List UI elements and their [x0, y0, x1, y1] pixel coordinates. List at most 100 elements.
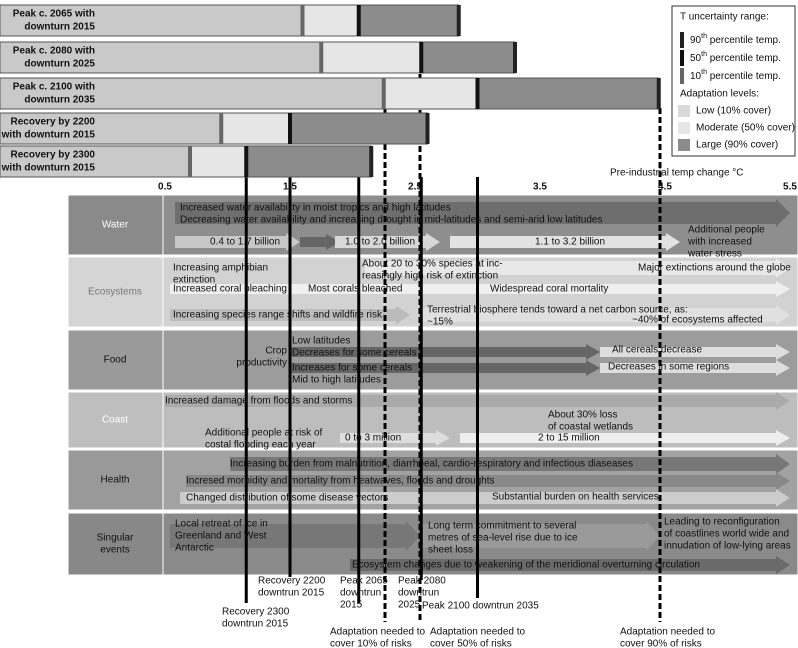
- sector-name: Health: [101, 475, 130, 486]
- sector-text: Increased damage from floods and storms: [165, 396, 352, 407]
- sector-text: Leading to reconfiguration: [664, 517, 780, 528]
- sector-text: 0.4 to 1.7 billion: [210, 237, 280, 248]
- sector-text: Increasing burden from malnutrition, dia…: [230, 459, 633, 470]
- sector-text: 0 to 3 million: [345, 433, 401, 444]
- bar-moderate: [383, 78, 478, 109]
- sector-text: Ecosystem changes due to weakening of th…: [352, 560, 700, 571]
- legend-text: 90th percentile temp.: [690, 33, 781, 46]
- bar-large: [477, 78, 659, 109]
- sector-text: 1.1 to 3.2 billion: [535, 237, 605, 248]
- sector-text: Major extinctions around the globe: [638, 263, 791, 274]
- bar-moderate: [221, 113, 290, 144]
- sector-text: Increasing amphibian: [173, 263, 268, 274]
- marker-label: Recovery 2300: [222, 607, 290, 618]
- arrow: [335, 233, 440, 251]
- bar-low: [0, 5, 303, 36]
- marker-label: cover 10% of risks: [330, 639, 412, 648]
- marker-label: Adaptation needed to: [330, 627, 426, 638]
- arrow: [175, 199, 790, 227]
- bar-moderate: [302, 5, 359, 36]
- arrow: [186, 472, 790, 490]
- axis-tick-label: 5.5: [783, 182, 797, 193]
- bar-large: [246, 146, 372, 177]
- sector-text: Low latitudes: [292, 336, 350, 347]
- bar-large: [290, 113, 428, 144]
- sector-text: Increased water availability in moist tr…: [180, 203, 451, 214]
- sector-name: Food: [104, 355, 127, 366]
- sector-label-box: [67, 194, 164, 256]
- sector-text: 2 to 15 million: [538, 433, 600, 444]
- bar-low: [0, 146, 190, 177]
- marker-label: Peak 2100 downtrun 2035: [422, 601, 539, 612]
- marker-label: downtrun 2015: [222, 619, 289, 630]
- legend-swatch: [678, 139, 690, 151]
- scenario-label: downturn 2025: [24, 59, 95, 70]
- sector-text: Crop: [265, 346, 287, 357]
- sector-text: of coastlines world wide and: [664, 529, 789, 540]
- sector-text: productivity: [236, 358, 287, 369]
- arrow: [420, 521, 660, 551]
- marker-label: cover 50% of risks: [430, 639, 512, 648]
- sector-text: Incresed morbidity and mortality from he…: [186, 476, 495, 487]
- sector-name: Coast: [102, 415, 128, 426]
- sector-text: extinction: [173, 275, 215, 286]
- legend-title: Adaptation levels:: [680, 89, 759, 100]
- sector-text: reasingly high risk of extinction: [362, 271, 498, 282]
- sector-text: Decreases in some regions: [608, 362, 729, 373]
- sector-label-box: [67, 512, 164, 576]
- sector-text: 1.0 to 2.0 billion: [345, 237, 415, 248]
- bar-large: [421, 42, 515, 73]
- arrow: [365, 258, 790, 278]
- marker-label: Peak 2065: [340, 576, 388, 587]
- arrow: [170, 281, 790, 297]
- arrow: [600, 360, 790, 376]
- sector-text: with increased: [687, 237, 752, 248]
- legend-rest: percentile temp.: [707, 53, 781, 64]
- sector-text: Greenland and West: [175, 531, 267, 542]
- sector-text: Increases for some cereals: [292, 363, 412, 374]
- sector-text: Mid to high latitudes: [292, 375, 381, 386]
- sector-text: ~15%: [427, 317, 453, 328]
- sector-text: metres of sea-level rise due to ice: [428, 533, 578, 544]
- marker-label: 2015: [340, 600, 363, 611]
- sector-text: Increasing species range shifts and wild…: [173, 310, 383, 321]
- sector-label-box: [67, 449, 164, 511]
- sector-text: sheet loss: [428, 545, 473, 556]
- legend-text: 10th percentile temp.: [690, 69, 781, 82]
- sector-label-box: [67, 256, 164, 328]
- bar-moderate: [321, 42, 422, 73]
- sector-text: Widespread coral mortality: [490, 284, 608, 295]
- sector-name: Singular: [97, 533, 134, 544]
- legend-swatch: [678, 122, 690, 134]
- marker-label: downtrun: [398, 588, 439, 599]
- bar-low: [0, 113, 222, 144]
- arrow: [450, 233, 680, 251]
- marker-label: Adaptation needed to: [430, 627, 526, 638]
- sector-text: costal flooding each year: [205, 440, 316, 451]
- marker-label: Adaptation needed to: [620, 627, 716, 638]
- axis-tick-label: 3.5: [533, 182, 547, 193]
- sector-text: Decreasing water availability and increa…: [180, 215, 602, 226]
- sector-text: Decreases for some cereals: [292, 348, 417, 359]
- scenario-label: Recovery by 2300: [10, 150, 95, 161]
- arrow: [290, 360, 600, 376]
- sector-text: of coastal wetlands: [548, 422, 633, 433]
- legend-sup: th: [701, 33, 707, 40]
- sector-text: Long term commitment to several: [428, 521, 576, 532]
- sector-text: water stress: [687, 249, 742, 260]
- arrow: [600, 344, 790, 360]
- sector-text: Additional people: [688, 225, 765, 236]
- arrow: [420, 305, 790, 325]
- axis-tick-label: 2.5: [408, 182, 422, 193]
- legend-text: Low (10% cover): [696, 106, 771, 117]
- sector-label-box: [67, 329, 164, 391]
- legend-rest: percentile temp.: [707, 35, 781, 46]
- legend-text: Moderate (50% cover): [696, 123, 795, 134]
- marker-label: 2025: [398, 600, 421, 611]
- sector-name: Ecosystems: [88, 287, 142, 298]
- legend-rest: percentile temp.: [707, 71, 781, 82]
- marker-label: Peak 2080: [398, 576, 446, 587]
- marker-label: downtrun 2015: [258, 588, 325, 599]
- marker-label: Recovery 2200: [258, 576, 326, 587]
